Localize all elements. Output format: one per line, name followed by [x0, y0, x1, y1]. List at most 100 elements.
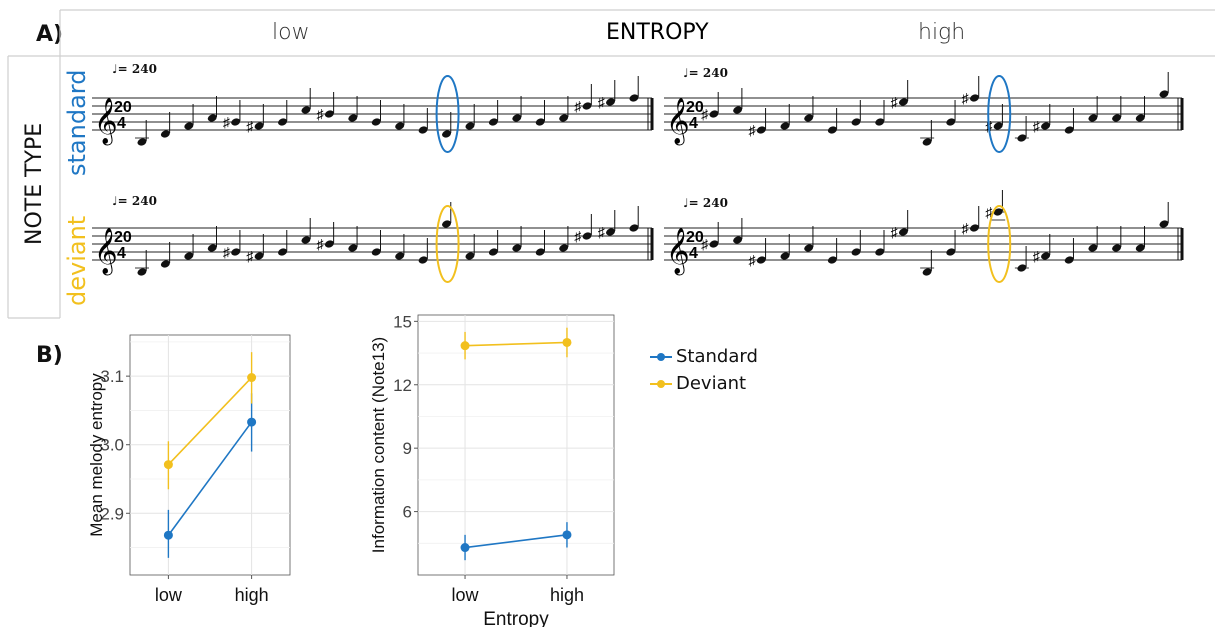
- note-head: [512, 114, 522, 122]
- note-head: [1135, 114, 1145, 122]
- series-line-deviant: [167, 376, 253, 466]
- treble-clef-icon: 𝄞: [666, 98, 690, 146]
- time-signature-top: 20: [686, 229, 704, 246]
- note-head: [348, 114, 358, 122]
- note-head: [488, 118, 498, 126]
- note-head: [851, 248, 861, 256]
- note-head: [442, 130, 452, 138]
- sharp-icon: ♯: [985, 204, 993, 220]
- note-head: [535, 118, 545, 126]
- music-staves: 𝄞204 ♯ ♯♯ ♯ ♯ 𝄞204♯♯♯ ♯♯ ♯𝄞204 ♯ ♯♯ ♯ ♯ 𝄞204♯♯♯ ♯♯♯: [92, 72, 1184, 283]
- sharp-icon: ♯: [701, 106, 709, 122]
- note-head: [851, 118, 861, 126]
- legend: Standard Deviant: [650, 343, 758, 397]
- sharp-icon: ♯: [574, 98, 582, 114]
- tempo-mark: ♩= 240: [112, 62, 157, 76]
- note-head: [207, 244, 217, 252]
- sharp-icon: ♯: [748, 252, 756, 268]
- plot-area: [417, 314, 615, 576]
- data-point-standard: [460, 543, 470, 553]
- note-head: [254, 252, 264, 260]
- note-head: [606, 228, 616, 236]
- data-point-deviant: [247, 373, 257, 383]
- sharp-icon: ♯: [890, 224, 898, 240]
- note-head: [733, 236, 743, 244]
- panel-a-label: A): [36, 22, 64, 47]
- note-head: [733, 106, 743, 114]
- sharp-icon: ♯: [598, 94, 606, 110]
- chart-information-content: 6 9 12 15 low high Information content (Note13…: [369, 312, 615, 627]
- note-head: [1088, 244, 1098, 252]
- sharp-icon: ♯: [748, 122, 756, 138]
- note-head: [629, 224, 639, 232]
- y-axis-label: Information content (Note13): [369, 337, 388, 553]
- note-head: [278, 248, 288, 256]
- treble-clef-icon: 𝄞: [666, 228, 690, 276]
- note-head: [1159, 220, 1169, 228]
- note-head: [827, 126, 837, 134]
- note-head: [582, 232, 592, 240]
- sharp-icon: ♯: [574, 228, 582, 244]
- series-line-deviant: [465, 341, 567, 347]
- panel-b-label: B): [36, 343, 63, 368]
- treble-clef-icon: 𝄞: [94, 98, 118, 146]
- y-tick-label: 12: [393, 376, 412, 395]
- note-head: [1041, 122, 1051, 130]
- note-head: [559, 114, 569, 122]
- note-head: [559, 244, 569, 252]
- sharp-icon: ♯: [890, 94, 898, 110]
- sharp-icon: ♯: [962, 220, 970, 236]
- note-head: [160, 130, 170, 138]
- legend-swatch-deviant: [650, 379, 672, 388]
- note-head: [780, 122, 790, 130]
- time-signature-top: 20: [114, 229, 132, 246]
- note-head: [875, 248, 885, 256]
- note-head: [395, 252, 405, 260]
- note-head: [301, 236, 311, 244]
- sharp-icon: ♯: [1033, 118, 1041, 134]
- note-head: [418, 126, 428, 134]
- note-head: [371, 248, 381, 256]
- note-head: [1088, 114, 1098, 122]
- note-head: [970, 94, 980, 102]
- note-head: [946, 118, 956, 126]
- series-line-standard: [167, 421, 253, 536]
- note-head: [875, 118, 885, 126]
- y-tick-label: 3.0: [100, 436, 124, 455]
- note-head: [488, 248, 498, 256]
- note-head: [278, 118, 288, 126]
- sharp-icon: ♯: [246, 248, 254, 264]
- note-head: [207, 114, 217, 122]
- x-axis-label: Entropy: [483, 609, 549, 627]
- sharp-icon: ♯: [223, 114, 231, 130]
- sharp-icon: ♯: [701, 236, 709, 252]
- data-point-deviant: [460, 341, 470, 351]
- legend-item-deviant: Deviant: [650, 370, 758, 397]
- data-point-standard: [562, 530, 572, 540]
- sharp-icon: ♯: [598, 224, 606, 240]
- standard-note-highlight: [987, 75, 1012, 153]
- note-head: [465, 252, 475, 260]
- note-head: [512, 244, 522, 252]
- note-head: [993, 208, 1003, 216]
- legend-label-standard: Standard: [676, 346, 758, 367]
- note-head: [709, 110, 719, 118]
- note-head: [442, 220, 452, 228]
- legend-item-standard: Standard: [650, 343, 758, 370]
- standard-note-highlight: [435, 75, 460, 153]
- note-head: [324, 240, 334, 248]
- note-head: [804, 114, 814, 122]
- note-head: [1017, 264, 1027, 272]
- data-point-deviant: [163, 460, 173, 470]
- note-head: [324, 110, 334, 118]
- note-head: [804, 244, 814, 252]
- note-head: [160, 260, 170, 268]
- time-signature-top: 20: [686, 99, 704, 116]
- tempo-mark: ♩= 240: [112, 194, 157, 208]
- note-head: [582, 102, 592, 110]
- note-head: [231, 118, 241, 126]
- x-tick-label: high: [550, 585, 584, 605]
- note-head: [780, 252, 790, 260]
- legend-label-deviant: Deviant: [676, 373, 747, 394]
- tempo-mark: ♩= 240: [683, 196, 728, 210]
